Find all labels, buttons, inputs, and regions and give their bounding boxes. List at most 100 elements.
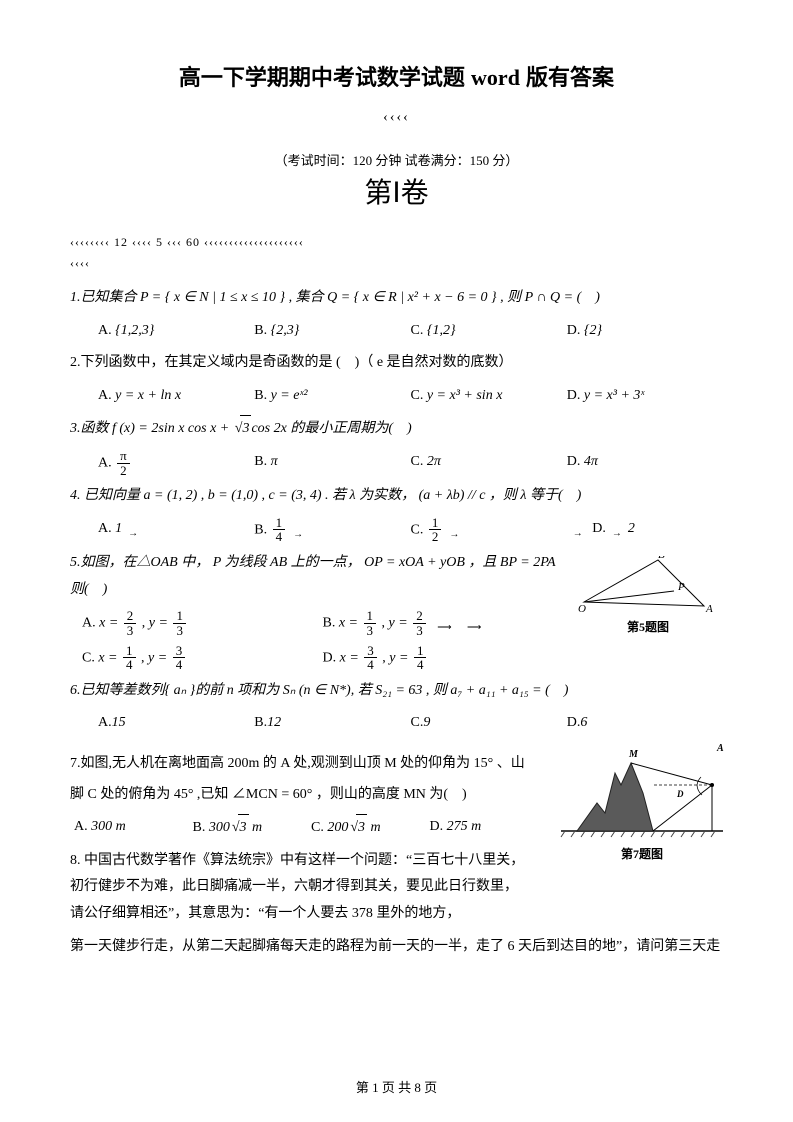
- arrow-icon: →: [612, 528, 622, 539]
- title-word: word: [471, 65, 520, 90]
- q7-stem-2: 脚 C 处的俯角为 45° ,已知 ∠MCN = 60° ，则山的高度 MN 为…: [70, 782, 548, 809]
- q5-b-label: B.: [323, 616, 336, 631]
- q3-stem-a: 3.函数 f (x) = 2sin x cos x +: [70, 421, 233, 436]
- arrow-icon: ⟶: [437, 622, 451, 633]
- q4-b: 14: [273, 516, 286, 544]
- q3-b: π: [271, 454, 278, 469]
- svg-text:O: O: [578, 603, 586, 615]
- q2-c: y = x³ + sin x: [427, 388, 503, 403]
- question-1: 1.已知集合 P = { x ∈ N | 1 ≤ x ≤ 10 } , 集合 Q…: [70, 285, 723, 344]
- mountain-icon: M A D: [557, 743, 727, 843]
- q1-a: {1,2,3}: [115, 323, 154, 338]
- q8-l1: 8. 中国古代数学著作《算法统宗》中有这样一个问题：“三百七十八里关，: [70, 848, 553, 875]
- q2-b-label: B.: [254, 388, 267, 403]
- q7-c-label: C.: [311, 820, 324, 835]
- q2-stem: 2.下列函数中，在其定义域内是奇函数的是 ( )（ e 是自然对数的底数）: [70, 350, 723, 377]
- q5-d-label: D.: [323, 650, 337, 665]
- q2-d-label: D.: [567, 388, 581, 403]
- question-8: 8. 中国古代数学著作《算法统宗》中有这样一个问题：“三百七十八里关， 初行健步…: [70, 848, 723, 928]
- q8-l2: 初行健步不为难，此日脚痛减一半，六朝才得到其关，要见此日行数里，: [70, 874, 553, 901]
- arrow-icon: ⟶: [467, 622, 481, 633]
- svg-text:D: D: [676, 789, 684, 799]
- question-3: 3.函数 f (x) = 2sin x cos x + 3cos 2x 的最小正…: [70, 415, 723, 477]
- q5-a-label: A.: [82, 616, 96, 631]
- q2-d: y = x³ + 3ˣ: [584, 388, 644, 403]
- q4-d: 2: [628, 521, 635, 536]
- q4-stem: 4. 已知向量 a = (1, 2) , b = (1,0) , c = (3,…: [70, 488, 581, 503]
- part-label: 第Ⅰ卷: [70, 171, 723, 211]
- section-line-2: ‹‹‹‹: [70, 256, 723, 271]
- q3-b-label: B.: [254, 454, 267, 469]
- q8-l3: 请公仔细算相还”，其意思为：“有一个人要去 378 里外的地方，: [70, 901, 553, 928]
- q6-a: 15: [112, 715, 126, 730]
- q1-c-label: C.: [411, 323, 424, 338]
- question-2: 2.下列函数中，在其定义域内是奇函数的是 ( )（ e 是自然对数的底数） A.…: [70, 350, 723, 409]
- exam-info: （考试时间：120 分钟 试卷满分：150 分）: [70, 150, 723, 169]
- q7-stem-1: 7.如图,无人机在离地面高 200m 的 A 处,观测到山顶 M 处的仰角为 1…: [70, 751, 548, 778]
- q3-sqrt: 3: [233, 415, 252, 443]
- q3-c-label: C.: [411, 454, 424, 469]
- question-6: 6.已知等差数列{ aₙ }的前 n 项和为 Sₙ (n ∈ N*), 若 S₂…: [70, 678, 723, 737]
- page-number: 第 1 页 共 8 页: [0, 1077, 793, 1096]
- arrow-icon: →: [573, 528, 583, 539]
- q6-b-label: B.: [254, 715, 267, 730]
- q4-a: 1: [115, 521, 122, 536]
- q5-c-label: C.: [82, 650, 95, 665]
- q7-a-label: A.: [74, 819, 88, 834]
- arrow-icon: →: [449, 529, 459, 540]
- q3-d: 4π: [584, 454, 598, 469]
- section-line-1: ‹‹‹‹‹‹‹‹ 12 ‹‹‹‹ 5 ‹‹‹ 60 ‹‹‹‹‹‹‹‹‹‹‹‹‹‹…: [70, 235, 723, 250]
- q3-c: 2π: [427, 454, 441, 469]
- q1-d-label: D.: [567, 323, 581, 338]
- q7-d: 275 m: [447, 819, 482, 834]
- title-prefix: 高一下学期期中考试数学试题: [179, 65, 471, 90]
- q6-c-label: C.: [411, 715, 424, 730]
- svg-text:B: B: [658, 556, 665, 561]
- q4-b-label: B.: [254, 522, 267, 537]
- arrow-icon: →: [293, 529, 303, 540]
- q8-l4: 第一天健步行走，从第二天起脚痛每天走的路程为前一天的一半，走了 6 天后到达目的…: [70, 934, 723, 961]
- title-suffix: 版有答案: [520, 65, 614, 90]
- q1-a-label: A.: [98, 323, 112, 338]
- question-4: 4. 已知向量 a = (1, 2) , b = (1,0) , c = (3,…: [70, 483, 723, 544]
- q1-b-label: B.: [254, 323, 267, 338]
- q2-b: y = eˣ²: [271, 388, 308, 403]
- q2-a: y = x + ln x: [115, 388, 181, 403]
- q4-d-label: D.: [592, 521, 606, 536]
- q6-c: 9: [423, 715, 430, 730]
- q6-b: 12: [267, 715, 281, 730]
- q3-a: π2: [117, 449, 130, 477]
- question-7: M A D 第7题图 7.如图,无人机在离地面高 200m 的 A 处,观测到山…: [70, 751, 723, 842]
- figure-5-caption: 第5题图: [573, 616, 723, 639]
- svg-text:M: M: [628, 749, 639, 760]
- q7-d-label: D.: [430, 819, 444, 834]
- q5-stem: 5.如图，在△OAB 中， P 为线段 AB 上的一点， OP = xOA + …: [70, 555, 555, 597]
- q6-d: 6: [580, 715, 587, 730]
- q2-c-label: C.: [411, 388, 424, 403]
- q7-a: 300 m: [91, 819, 126, 834]
- q7-b-label: B.: [193, 820, 206, 835]
- q3-stem-b: cos 2x 的最小正周期为( ): [251, 421, 411, 436]
- q1-d: {2}: [584, 323, 602, 338]
- q6-a-label: A.: [98, 715, 112, 730]
- question-5: 5.如图，在△OAB 中， P 为线段 AB 上的一点， OP = xOA + …: [70, 550, 723, 672]
- q6-stem: 6.已知等差数列{ aₙ }的前 n 项和为 Sₙ (n ∈ N*), 若 S₂…: [70, 683, 568, 698]
- q2-a-label: A.: [98, 388, 112, 403]
- q1-stem: 1.已知集合 P = { x ∈ N | 1 ≤ x ≤ 10 } , 集合 Q…: [70, 290, 600, 305]
- triangle-oab-icon: O A B P: [578, 556, 718, 616]
- svg-text:P: P: [677, 581, 685, 593]
- question-8b: 第一天健步行走，从第二天起脚痛每天走的路程为前一天的一半，走了 6 天后到达目的…: [70, 934, 723, 961]
- placeholder-glyphs: ‹‹‹‹: [70, 110, 723, 126]
- svg-text:A: A: [705, 603, 713, 615]
- q1-c: {1,2}: [427, 323, 456, 338]
- q4-c-label: C.: [411, 522, 424, 537]
- arrow-icon: →: [128, 528, 138, 539]
- q4-c: 12: [429, 516, 442, 544]
- svg-text:A: A: [716, 743, 724, 754]
- q4-a-label: A.: [98, 521, 112, 536]
- q1-b: {2,3}: [271, 323, 300, 338]
- exam-page: 高一下学期期中考试数学试题 word 版有答案 ‹‹‹‹ （考试时间：120 分…: [0, 0, 793, 1122]
- q3-a-label: A.: [98, 455, 112, 470]
- q3-d-label: D.: [567, 454, 581, 469]
- q6-d-label: D.: [567, 715, 581, 730]
